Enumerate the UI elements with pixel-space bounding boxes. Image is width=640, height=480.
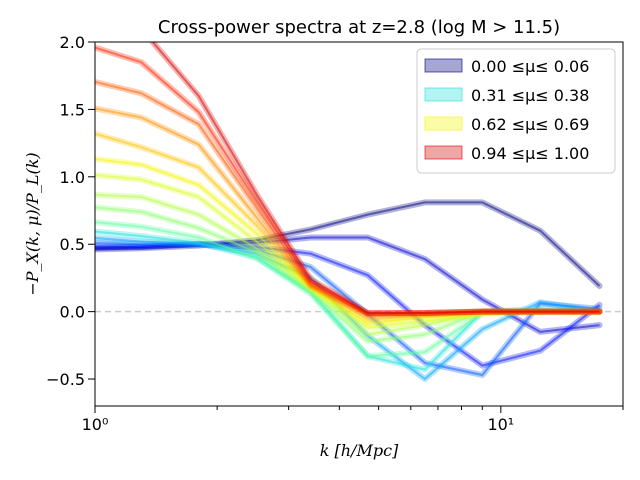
legend-swatch [424, 116, 463, 131]
chart-title: Cross-power spectra at z=2.8 (log M > 11… [158, 17, 560, 38]
legend-label: 0.00 ≤μ≤ 0.06 [471, 57, 589, 76]
legend-entry: 0.31 ≤μ≤ 0.38 [424, 86, 589, 105]
series-line [95, 201, 601, 287]
y-tick-label: 1.5 [60, 100, 85, 119]
y-tick-label: 0.5 [60, 235, 85, 254]
y-axis-label: −P_X(k, μ)/P_L(k) [23, 152, 42, 295]
series-line [151, 42, 600, 314]
legend-swatch [424, 87, 463, 102]
legend-label: 0.31 ≤μ≤ 0.38 [471, 86, 589, 105]
series-3 [95, 240, 603, 378]
legend-swatch [424, 58, 463, 73]
legend-entry: 0.94 ≤μ≤ 1.00 [424, 144, 589, 163]
y-tick-label: 0.0 [60, 303, 85, 322]
series-2 [95, 241, 603, 369]
y-axis: −0.5 0.0 0.5 1.0 1.5 2.0 [46, 33, 95, 389]
x-tick-label: 10¹ [487, 415, 514, 434]
legend-swatch [424, 145, 463, 160]
legend-entry: 0.00 ≤μ≤ 0.06 [424, 57, 589, 76]
legend-label: 0.62 ≤μ≤ 0.69 [471, 115, 589, 134]
plot-frame [94, 41, 624, 407]
x-axis-label: k [h/Mpc] [320, 441, 399, 460]
x-axis: 10⁰ 10¹ [82, 406, 624, 434]
legend-label: 0.94 ≤μ≤ 1.00 [471, 144, 589, 163]
x-tick-label: 10⁰ [82, 415, 109, 434]
y-tick-label: 1.0 [60, 168, 85, 187]
legend: 0.00 ≤μ≤ 0.06 0.31 ≤μ≤ 0.38 0.62 ≤μ≤ 0.69 0… [416, 48, 616, 174]
series-15 [148, 42, 603, 316]
series-line [95, 242, 600, 376]
series-0 [95, 199, 603, 289]
legend-entry: 0.62 ≤μ≤ 0.69 [424, 115, 589, 134]
legend-box [416, 48, 616, 174]
y-tick-label: 2.0 [60, 33, 85, 52]
series-line [95, 243, 601, 367]
series-layer [95, 42, 603, 382]
y-tick-label: −0.5 [46, 370, 85, 389]
